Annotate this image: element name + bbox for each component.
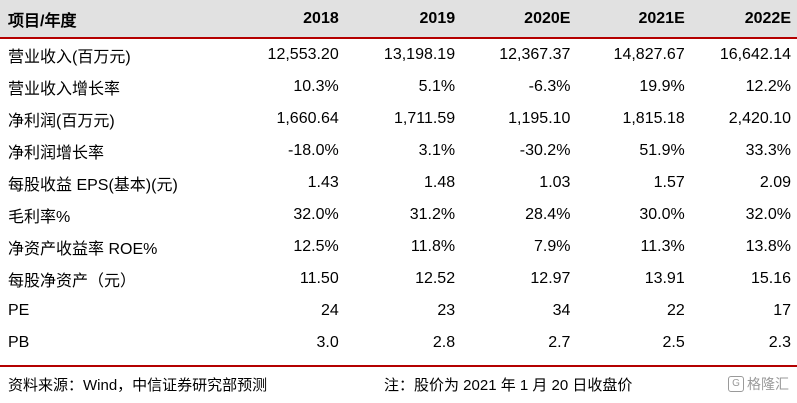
cell-value: 1.03	[539, 174, 571, 191]
row-label: 毛利率%	[8, 209, 71, 226]
financial-forecast-table: 项目/年度 2018 2019 2020E 2021E 2022E 营业收入(百…	[0, 0, 797, 359]
cell-value: 14,827.67	[613, 46, 685, 63]
cell-value: 1.48	[423, 174, 456, 191]
cell-value: 1.43	[307, 174, 339, 191]
table-row: PE 24 23 34 22 17	[0, 295, 797, 327]
cell-value: 34	[552, 302, 571, 319]
cell-value: 12.2%	[745, 78, 791, 95]
cell-value: 7.9%	[533, 238, 571, 255]
cell-value: 2.3	[768, 334, 791, 351]
cell-value: 13.8%	[745, 238, 791, 255]
cell-value: 32.0%	[745, 206, 791, 223]
row-label: 每股净资产（元）	[8, 273, 137, 290]
table-row: 毛利率% 32.0% 31.2% 28.4% 30.0% 32.0%	[0, 199, 797, 231]
cell-value: 1.57	[653, 174, 685, 191]
header-2018: 2018	[203, 0, 339, 39]
table-row: 营业收入增长率 10.3% 5.1% -6.3% 19.9% 12.2%	[0, 71, 797, 103]
cell-value: 30.0%	[639, 206, 685, 223]
cell-value: 2.5	[662, 334, 685, 351]
row-label: 营业收入增长率	[8, 81, 121, 98]
table-header-row: 项目/年度 2018 2019 2020E 2021E 2022E	[0, 0, 797, 39]
cell-value: 32.0%	[293, 206, 339, 223]
cell-value: 1,195.10	[508, 110, 571, 127]
cell-value: 24	[320, 302, 339, 319]
cell-value: 15.16	[750, 270, 791, 287]
row-label: 营业收入(百万元)	[8, 49, 131, 66]
watermark-logo-icon: G	[728, 376, 744, 392]
header-2021e: 2021E	[570, 0, 685, 39]
cell-value: 12,553.20	[267, 46, 339, 63]
table-row: 每股收益 EPS(基本)(元) 1.43 1.48 1.03 1.57 2.09	[0, 167, 797, 199]
row-label: 净利润增长率	[8, 145, 105, 162]
table-footer: 资料来源：Wind，中信证券研究部预测 注：股价为 2021 年 1 月 20 …	[0, 369, 797, 399]
cell-value: -30.2%	[519, 142, 571, 159]
cell-value: 33.3%	[745, 142, 791, 159]
cell-value: 11.8%	[410, 238, 456, 255]
cell-value: 2.09	[759, 174, 791, 191]
cell-value: 28.4%	[525, 206, 571, 223]
cell-value: -18.0%	[288, 142, 339, 159]
cell-value: 12,367.37	[499, 46, 571, 63]
cell-value: 3.1%	[418, 142, 456, 159]
table-row: 净利润增长率 -18.0% 3.1% -30.2% 51.9% 33.3%	[0, 135, 797, 167]
cell-value: 5.1%	[418, 78, 456, 95]
table-row: 净利润(百万元) 1,660.64 1,711.59 1,195.10 1,81…	[0, 103, 797, 135]
cell-value: 12.52	[415, 270, 456, 287]
table-row: 净资产收益率 ROE% 12.5% 11.8% 7.9% 11.3% 13.8%	[0, 231, 797, 263]
cell-value: 12.5%	[293, 238, 339, 255]
cell-value: 3.0	[316, 334, 339, 351]
cell-value: 13.91	[644, 270, 685, 287]
row-label: PB	[8, 334, 30, 351]
cell-value: 1,660.64	[276, 110, 339, 127]
cell-value: 10.3%	[293, 78, 339, 95]
cell-value: 23	[437, 302, 456, 319]
cell-value: 17	[773, 302, 791, 319]
table-row: 每股净资产（元） 11.50 12.52 12.97 13.91 15.16	[0, 263, 797, 295]
table-row: PB 3.0 2.8 2.7 2.5 2.3	[0, 327, 797, 359]
header-2019: 2019	[338, 0, 456, 39]
row-label: 净利润(百万元)	[8, 113, 115, 130]
header-2020e: 2020E	[455, 0, 571, 39]
cell-value: 51.9%	[639, 142, 685, 159]
cell-value: 19.9%	[639, 78, 685, 95]
header-2022e: 2022E	[684, 0, 797, 39]
header-item-year: 项目/年度	[0, 0, 204, 39]
cell-value: 11.50	[299, 270, 339, 287]
cell-value: 1,815.18	[622, 110, 685, 127]
price-date-note: 注：股价为 2021 年 1 月 20 日收盘价	[384, 377, 633, 394]
cell-value: -6.3%	[528, 78, 571, 95]
source-note: 资料来源：Wind，中信证券研究部预测	[8, 377, 268, 394]
cell-value: 13,198.19	[383, 46, 456, 63]
bottom-rule	[0, 365, 797, 367]
watermark-text: 格隆汇	[747, 376, 789, 392]
cell-value: 2,420.10	[728, 110, 791, 127]
watermark: G 格隆汇	[728, 374, 789, 394]
row-label: 净资产收益率 ROE%	[8, 241, 158, 258]
cell-value: 12.97	[530, 270, 571, 287]
cell-value: 2.7	[548, 334, 571, 351]
table-row: 营业收入(百万元) 12,553.20 13,198.19 12,367.37 …	[0, 38, 797, 71]
row-label: 每股收益 EPS(基本)(元)	[8, 177, 178, 194]
cell-value: 22	[666, 302, 685, 319]
cell-value: 2.8	[432, 334, 456, 351]
cell-value: 1,711.59	[394, 110, 456, 127]
cell-value: 11.3%	[640, 238, 685, 255]
cell-value: 16,642.14	[719, 46, 791, 63]
row-label: PE	[8, 302, 30, 319]
cell-value: 31.2%	[409, 206, 456, 223]
